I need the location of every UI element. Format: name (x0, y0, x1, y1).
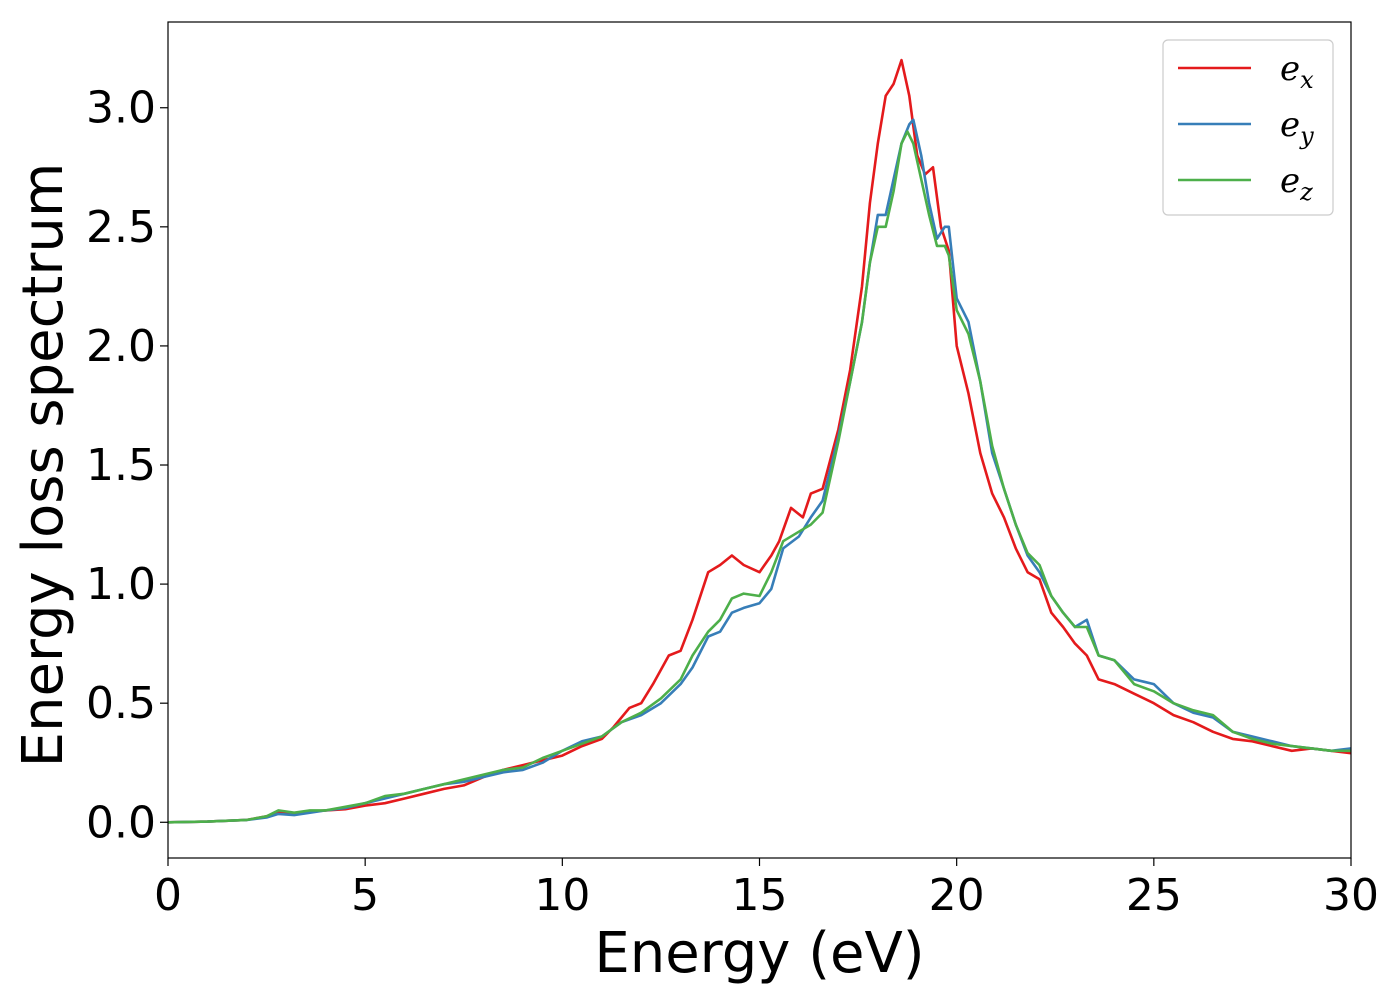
x-tick-label: 5 (351, 870, 379, 921)
x-tick-label: 10 (534, 870, 590, 921)
legend-label-ex: ex (1280, 49, 1314, 94)
plot-lines (168, 58, 1351, 824)
x-axis-label: Energy (eV) (594, 921, 924, 986)
y-tick-label: 2.0 (86, 321, 156, 372)
x-tick-label: 20 (929, 870, 985, 921)
series-line-ex (168, 58, 1351, 824)
y-tick-label: 0.0 (86, 797, 156, 848)
y-tick-label: 1.5 (86, 440, 156, 491)
legend-label-ez: ez (1280, 161, 1313, 206)
legend: ex ey ez (1162, 39, 1334, 216)
legend-label-ey: ey (1280, 105, 1314, 150)
x-tick-label: 25 (1126, 870, 1182, 921)
x-tick-label: 15 (732, 870, 788, 921)
x-tick-label: 30 (1323, 870, 1379, 921)
y-tick-label: 1.0 (86, 559, 156, 610)
series-line-ey (168, 118, 1351, 824)
series-line-ez (168, 130, 1351, 824)
y-axis-label: Energy loss spectrum (11, 163, 76, 768)
y-axis-ticks: 0.0 0.5 1.0 1.5 2.0 2.5 3.0 (86, 83, 168, 848)
y-tick-label: 2.5 (86, 202, 156, 253)
x-axis-ticks: 0 5 10 15 20 25 30 (154, 858, 1379, 921)
y-tick-label: 0.5 (86, 678, 156, 729)
legend-box (1162, 39, 1334, 216)
y-tick-label: 3.0 (86, 83, 156, 134)
x-tick-label: 0 (154, 870, 182, 921)
